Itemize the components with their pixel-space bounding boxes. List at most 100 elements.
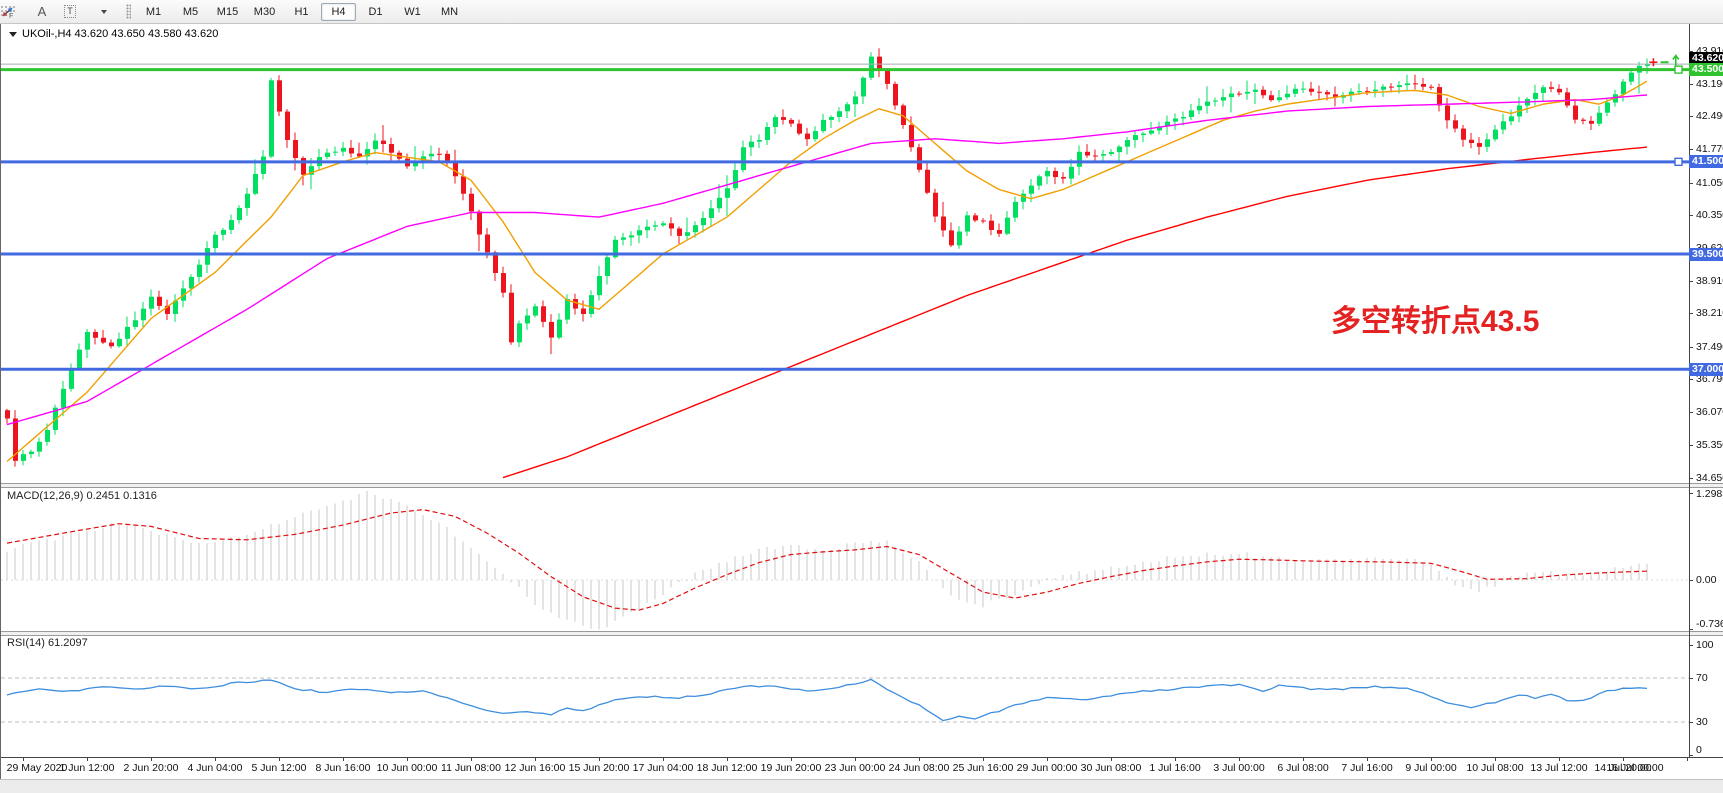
time-axis-label: 30 Jun 08:00 xyxy=(1080,762,1142,774)
price-axis-line xyxy=(1689,24,1690,757)
price-tick-dash xyxy=(1689,346,1693,348)
time-axis-label: 16 Jul 00:00 xyxy=(1606,762,1664,774)
rsi-tick-dash xyxy=(1689,645,1693,646)
macd-axis-label: 0.00 xyxy=(1696,574,1717,586)
arrow-style-tool-button[interactable] xyxy=(2,2,121,22)
time-axis-label: 8 Jun 16:00 xyxy=(315,762,371,774)
rsi-axis-label: 0 xyxy=(1696,744,1702,756)
text-label-tool-button[interactable]: T xyxy=(57,2,83,22)
time-tick-mark xyxy=(87,758,88,761)
time-tick-mark xyxy=(1687,758,1688,761)
grid-f-letter: F xyxy=(9,13,13,19)
time-tick-mark xyxy=(1239,758,1240,761)
price-axis-label: 37.490 xyxy=(1696,340,1723,353)
hline-price-tag: 37.000 xyxy=(1689,362,1723,376)
macd-axis-label: -0.7362 xyxy=(1696,618,1723,630)
time-axis-label: 13 Jul 12:00 xyxy=(1530,762,1588,774)
time-axis-label: 3 Jul 00:00 xyxy=(1213,762,1265,774)
price-axis-label: 43.190 xyxy=(1696,77,1723,90)
price-axis-label: 34.650 xyxy=(1696,471,1723,484)
macd-plot[interactable] xyxy=(1,487,1689,631)
rsi-axis-label: 30 xyxy=(1696,716,1708,728)
time-tick-mark xyxy=(1495,758,1496,761)
marker-cross[interactable] xyxy=(1649,58,1658,67)
timeframe-button-m30[interactable]: M30 xyxy=(253,5,276,18)
price-tick-dash xyxy=(1689,149,1693,151)
timeframe-button-mn[interactable]: MN xyxy=(440,5,459,18)
timeframe-button-h4[interactable]: H4 xyxy=(321,2,356,21)
time-tick-mark xyxy=(1559,758,1560,761)
price-tick-dash xyxy=(1689,281,1693,283)
rsi-line xyxy=(6,678,1648,722)
time-axis-label: 29 Jun 00:00 xyxy=(1016,762,1078,774)
price-axis-label: 41.770 xyxy=(1696,143,1723,156)
time-axis-label: 5 Jun 12:00 xyxy=(251,762,307,774)
macd-histogram xyxy=(6,490,1648,630)
time-tick-mark xyxy=(1047,758,1048,761)
hline-price-tag: 41.500 xyxy=(1689,155,1723,169)
price-tick-dash xyxy=(1689,378,1693,380)
price-chart-plot[interactable] xyxy=(1,24,1689,483)
chart-annotation-text: 多空转折点43.5 xyxy=(1331,304,1540,338)
price-tick-dash xyxy=(1689,412,1693,414)
rsi-tick-dash xyxy=(1689,722,1693,723)
time-tick-mark xyxy=(343,758,344,761)
time-axis[interactable]: 29 May 2020 1 Jun 12:00 2 Jun 20:00 4 Jun 0… xyxy=(1,758,1723,780)
time-tick-mark xyxy=(1623,758,1624,761)
hline-handle-43.500[interactable] xyxy=(1674,65,1683,74)
timeframe-button-m1[interactable]: M1 xyxy=(145,5,162,18)
font-tool-button[interactable]: A xyxy=(29,2,55,22)
time-tick-mark xyxy=(535,758,536,761)
panel-separator-1[interactable] xyxy=(1,483,1723,488)
timeframe-group: M1 M5 M15 M30 H1 H4 D1 W1 MN xyxy=(135,2,468,21)
ma-slow-line[interactable] xyxy=(502,146,1648,479)
price-axis-label: 42.490 xyxy=(1696,110,1723,123)
panel-separator-2[interactable] xyxy=(1,631,1723,636)
collapse-triangle-icon[interactable] xyxy=(9,31,17,37)
price-axis-label: 36.790 xyxy=(1696,372,1723,385)
marker-arrow-up[interactable] xyxy=(1672,54,1680,66)
timeframe-button-d1[interactable]: D1 xyxy=(368,5,383,18)
timeframe-button-m5[interactable]: M5 xyxy=(182,5,199,18)
macd-tick-dash xyxy=(1689,629,1693,631)
rsi-tick-dash xyxy=(1689,755,1693,756)
ma-mid-line[interactable] xyxy=(6,94,1648,426)
time-axis-label: 19 Jun 20:00 xyxy=(760,762,822,774)
time-tick-mark xyxy=(599,758,600,761)
rsi-axis-label: 100 xyxy=(1696,639,1714,651)
hline-price-tag: 43.500 xyxy=(1689,63,1723,77)
candles xyxy=(5,48,1650,467)
time-tick-mark xyxy=(471,758,472,761)
price-tick-dash xyxy=(1689,445,1693,447)
ma-fast-line[interactable] xyxy=(6,80,1648,463)
toolbar-group-handle[interactable] xyxy=(126,4,131,19)
price-tick-dash xyxy=(1689,313,1693,315)
time-axis-label: 25 Jun 16:00 xyxy=(952,762,1014,774)
time-axis-label: 1 Jun 12:00 xyxy=(59,762,115,774)
time-axis-label: 1 Jul 16:00 xyxy=(1149,762,1201,774)
time-tick-mark xyxy=(23,758,24,761)
time-axis-label: 24 Jun 08:00 xyxy=(888,762,950,774)
timeframe-button-w1[interactable]: W1 xyxy=(404,5,421,18)
time-axis-label: 17 Jun 04:00 xyxy=(632,762,694,774)
time-axis-label: 2 Jun 20:00 xyxy=(123,762,179,774)
price-tick-dash xyxy=(1689,50,1693,52)
rsi-plot[interactable] xyxy=(1,634,1689,757)
time-tick-mark xyxy=(983,758,984,761)
window-footer xyxy=(0,779,1723,793)
price-tick-dash xyxy=(1689,83,1693,85)
time-tick-mark xyxy=(727,758,728,761)
time-tick-mark xyxy=(855,758,856,761)
macd-tick-dash xyxy=(1689,580,1693,581)
time-tick-mark xyxy=(279,758,280,761)
current-price-tag: 43.620 xyxy=(1689,52,1723,66)
price-axis-label: 41.050 xyxy=(1696,176,1723,189)
hline-handle-41.500[interactable] xyxy=(1674,157,1683,167)
arrows-icon xyxy=(2,6,13,17)
time-tick-mark xyxy=(1111,758,1112,761)
timeframe-button-m15[interactable]: M15 xyxy=(216,5,239,18)
time-tick-mark xyxy=(151,758,152,761)
timeframe-button-h1[interactable]: H1 xyxy=(294,5,309,18)
time-axis-label: 14 Jul 20:00 xyxy=(1594,762,1652,774)
